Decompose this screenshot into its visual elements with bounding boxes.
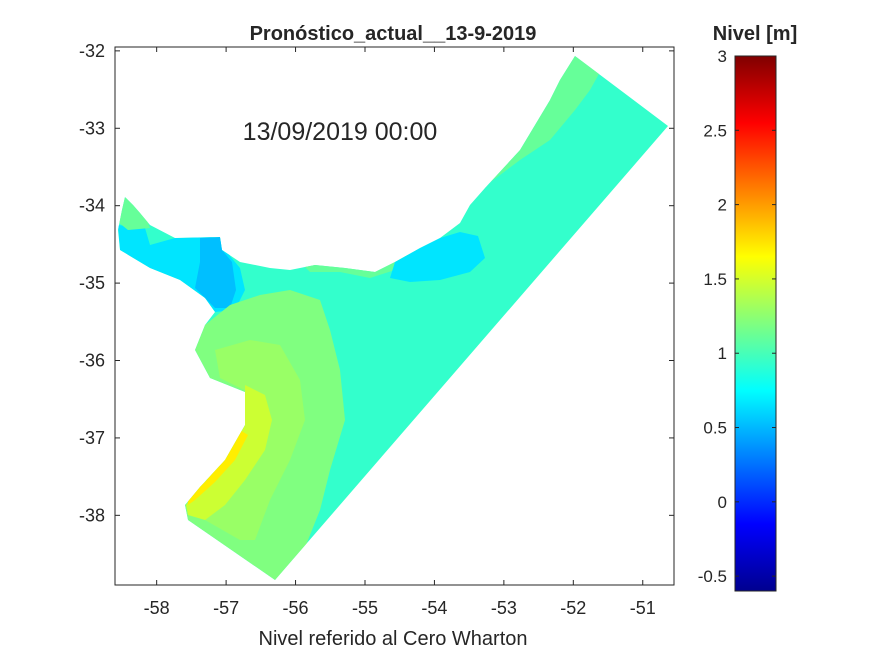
colorbar-tick-label: 1 bbox=[718, 344, 727, 363]
level-region-coastal-band-north-2 bbox=[300, 252, 420, 278]
x-tick-label: -58 bbox=[144, 598, 170, 618]
x-tick-label: -56 bbox=[283, 598, 309, 618]
y-tick-label: -37 bbox=[79, 428, 105, 448]
colorbar-ticks: 3 2.5 2 1.5 1 0.5 0 -0.5 bbox=[698, 47, 776, 586]
colorbar-tick-label: -0.5 bbox=[698, 567, 727, 586]
level-region-mid-estuary bbox=[195, 237, 236, 308]
colorbar-tick-label: 0.5 bbox=[703, 419, 727, 438]
y-axis-ticks: -32 -33 -34 -35 -36 -37 -38 bbox=[79, 41, 674, 525]
x-tick-label: -54 bbox=[421, 598, 447, 618]
x-tick-label: -55 bbox=[352, 598, 378, 618]
x-axis-label: Nivel referido al Cero Wharton bbox=[259, 628, 528, 650]
colorbar-title: Nivel [m] bbox=[713, 23, 797, 45]
colorbar-tick-label: 2.5 bbox=[703, 121, 727, 140]
axes-frame bbox=[114, 46, 675, 586]
colorbar-gradient bbox=[734, 55, 777, 592]
y-tick-label: -36 bbox=[79, 351, 105, 371]
level-region-coastal-band-north bbox=[480, 56, 600, 190]
colorbar-tick-label: 2 bbox=[718, 196, 727, 215]
y-tick-label: -32 bbox=[79, 41, 105, 61]
y-tick-label: -34 bbox=[79, 196, 105, 216]
x-axis-ticks: -58 -57 -56 -55 -54 -53 -52 -51 bbox=[144, 47, 656, 618]
colorbar-tick-label: 1.5 bbox=[703, 270, 727, 289]
x-tick-label: -57 bbox=[213, 598, 239, 618]
x-tick-label: -52 bbox=[560, 598, 586, 618]
x-tick-label: -53 bbox=[491, 598, 517, 618]
colorbar-tick-label: 3 bbox=[718, 47, 727, 66]
colorbar-tick-label: 0 bbox=[718, 493, 727, 512]
chart-title: Pronóstico_actual__13-9-2019 bbox=[250, 23, 537, 45]
level-region-delta-tip bbox=[118, 197, 150, 230]
x-tick-label: -51 bbox=[630, 598, 656, 618]
colorbar: Nivel [m] 3 2.5 2 1.5 1 0.5 0 -0.5 bbox=[698, 23, 797, 592]
y-tick-label: -35 bbox=[79, 273, 105, 293]
y-tick-label: -38 bbox=[79, 505, 105, 525]
y-tick-label: -33 bbox=[79, 118, 105, 138]
map-plot: 13/09/2019 00:00 -58 -57 -56 -55 -54 -53 -52 -5… bbox=[79, 41, 675, 618]
level-region-uruguay-inlet bbox=[390, 232, 485, 282]
timestamp-annotation: 13/09/2019 00:00 bbox=[243, 118, 438, 146]
